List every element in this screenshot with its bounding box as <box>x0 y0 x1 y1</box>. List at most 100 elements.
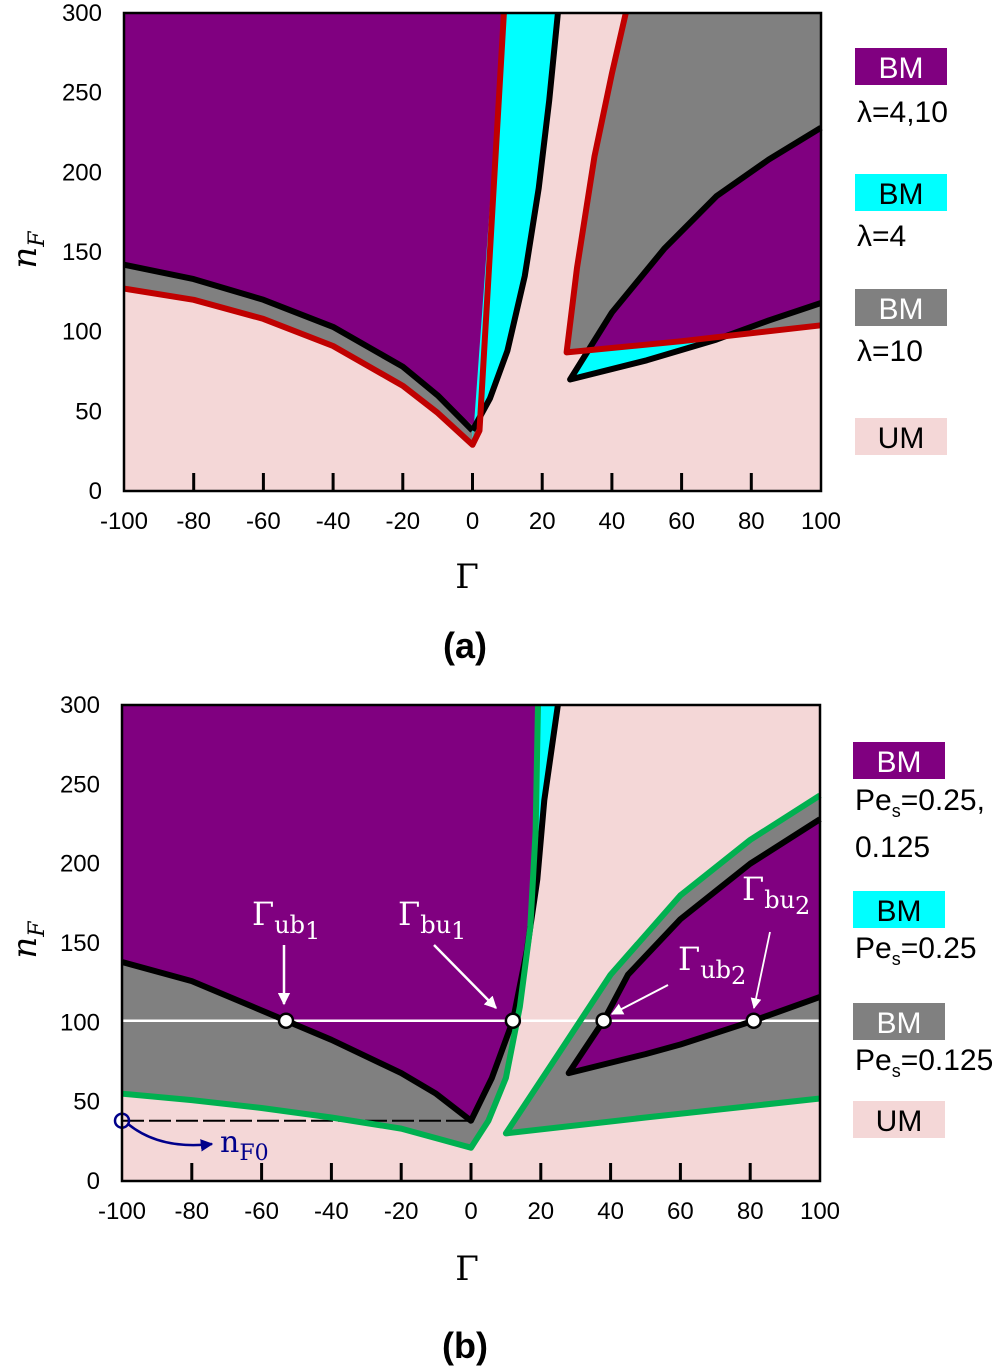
legend: BM Pes=0.25, 0.125 BM Pes=0.25 BM Pes=0.125 UM <box>853 742 993 1138</box>
y-axis-label: nF <box>5 921 50 959</box>
svg-text:nF0: nF0 <box>220 1125 269 1166</box>
marker-point-1 <box>277 1012 295 1029</box>
legend-swatch-label: BM <box>879 52 924 85</box>
svg-text:Γub2: Γub2 <box>678 940 746 990</box>
panel-a: -100 -80 -60 -40 -20 0 20 40 60 80 100 0 50 100 150 200… <box>5 0 948 666</box>
x-axis-label: Γ <box>455 557 479 597</box>
y-tick-label: 0 <box>89 478 102 505</box>
x-tick-label: 60 <box>667 1198 694 1225</box>
x-tick-label: 100 <box>801 508 841 535</box>
legend-swatch-label: BM <box>877 746 922 779</box>
svg-text:Γbu2: Γbu2 <box>742 870 810 920</box>
x-tick-label: 40 <box>599 508 626 535</box>
legend-swatch-label: BM <box>877 895 922 928</box>
legend-description: 0.125 <box>855 831 930 864</box>
annotation-gamma-bu2: Γbu2 <box>742 870 810 1010</box>
legend-item-bm-cyan: BM λ=4 <box>855 174 947 253</box>
boundary-green-v <box>502 792 822 1137</box>
y-tick-label: 300 <box>60 692 100 719</box>
panel-label: (a) <box>443 625 487 666</box>
x-tick-label: -80 <box>176 508 211 535</box>
y-tick-label: 50 <box>73 1089 100 1116</box>
legend-item-bm-gray: BM λ=10 <box>855 289 947 368</box>
y-tick-label: 200 <box>60 851 100 878</box>
legend-item-bm-purple: BM Pes=0.25, 0.125 <box>853 742 985 864</box>
x-tick-label: 100 <box>800 1198 840 1225</box>
legend-swatch <box>853 742 945 779</box>
legend-swatch <box>855 418 947 455</box>
legend-item-um-pink: UM <box>853 1101 945 1138</box>
x-tick-label: 80 <box>738 508 765 535</box>
legend-description: Pes=0.125 <box>855 1044 993 1081</box>
svg-text:Γbu1: Γbu1 <box>398 895 466 945</box>
panel-b: -100 -80 -60 -40 -20 0 20 40 60 80 100 0 50 100 150 200… <box>5 692 993 1366</box>
x-tick-label: 80 <box>737 1198 764 1225</box>
legend-item-bm-cyan: BM Pes=0.25 <box>853 891 977 969</box>
annotation-nF0: nF0 <box>127 1123 269 1166</box>
x-tick-label: 40 <box>597 1198 624 1225</box>
y-tick-label: 150 <box>62 239 102 266</box>
legend-swatch <box>855 174 947 211</box>
plot-area: -100 -80 -60 -40 -20 0 20 40 60 80 100 0 50 100 150 200… <box>60 692 840 1225</box>
legend-description: λ=10 <box>857 335 923 368</box>
x-tick-label: -60 <box>246 508 281 535</box>
marker-point-2 <box>504 1012 522 1029</box>
boundary-red-left <box>123 12 507 448</box>
x-tick-label: -40 <box>316 508 351 535</box>
svg-text:Γub1: Γub1 <box>252 895 320 945</box>
boundary-black-v <box>567 125 823 383</box>
marker-point-3 <box>595 1012 612 1029</box>
region-bm-cyan-left <box>472 13 558 445</box>
y-axis-label: nF <box>5 231 50 269</box>
region-bm-purple-right <box>568 819 820 1074</box>
curved-arrow-icon <box>127 1123 214 1152</box>
annotation-gamma-bu1: Γbu1 <box>398 895 497 1009</box>
boundary-green-left <box>121 704 541 1151</box>
x-tick-label: 0 <box>466 508 479 535</box>
legend-swatch-label: BM <box>877 1007 922 1040</box>
marker-point-4 <box>745 1012 762 1029</box>
x-tick-label: -40 <box>314 1198 349 1225</box>
legend-swatch-label: UM <box>876 1105 923 1138</box>
y-tick-label: 100 <box>60 1009 100 1036</box>
x-tick-label: -100 <box>100 508 148 535</box>
y-tick-label: 300 <box>62 0 102 27</box>
arrow-icon <box>433 944 497 1009</box>
panel-label: (b) <box>442 1325 488 1366</box>
arrow-icon <box>750 931 771 1010</box>
boundary-black-v <box>565 816 822 1077</box>
legend-item-bm-gray: BM Pes=0.125 <box>853 1003 993 1081</box>
y-tick-label: 150 <box>60 930 100 957</box>
legend-swatch-label: BM <box>879 178 924 211</box>
y-tick-label: 200 <box>62 159 102 186</box>
y-tick-label: 250 <box>62 80 102 107</box>
x-tick-label: -60 <box>244 1198 279 1225</box>
legend-item-bm-purple: BM λ=4,10 <box>855 48 948 129</box>
legend-swatch <box>853 1101 945 1138</box>
x-tick-label: 20 <box>527 1198 554 1225</box>
legend-swatch-label: UM <box>878 422 925 455</box>
x-tick-label: 0 <box>464 1198 477 1225</box>
y-tick-label: 50 <box>75 398 102 425</box>
x-axis-label: Γ <box>455 1249 479 1289</box>
boundary-red-v <box>563 12 822 356</box>
legend-swatch <box>855 289 947 326</box>
legend-description: Pes=0.25 <box>855 932 977 969</box>
annotation-gamma-ub1: Γub1 <box>252 895 320 1006</box>
legend-description: λ=4,10 <box>857 96 948 129</box>
legend: BM λ=4,10 BM λ=4 BM λ=10 UM <box>855 48 948 455</box>
legend-swatch <box>855 48 947 85</box>
y-tick-label: 0 <box>87 1168 100 1195</box>
plot-area: -100 -80 -60 -40 -20 0 20 40 60 80 100 0 50 100 150 200… <box>62 0 841 535</box>
legend-description: λ=4 <box>857 220 906 253</box>
legend-description: Pes=0.25, <box>855 784 985 821</box>
region-bm-purple-left <box>124 13 504 431</box>
y-tick-label: 100 <box>62 319 102 346</box>
legend-swatch-label: BM <box>879 293 924 326</box>
x-tick-label: -20 <box>385 508 420 535</box>
y-tick-label: 250 <box>60 771 100 798</box>
legend-swatch <box>853 1003 945 1040</box>
x-tick-label: 60 <box>668 508 695 535</box>
legend-item-um-pink: UM <box>855 418 947 455</box>
